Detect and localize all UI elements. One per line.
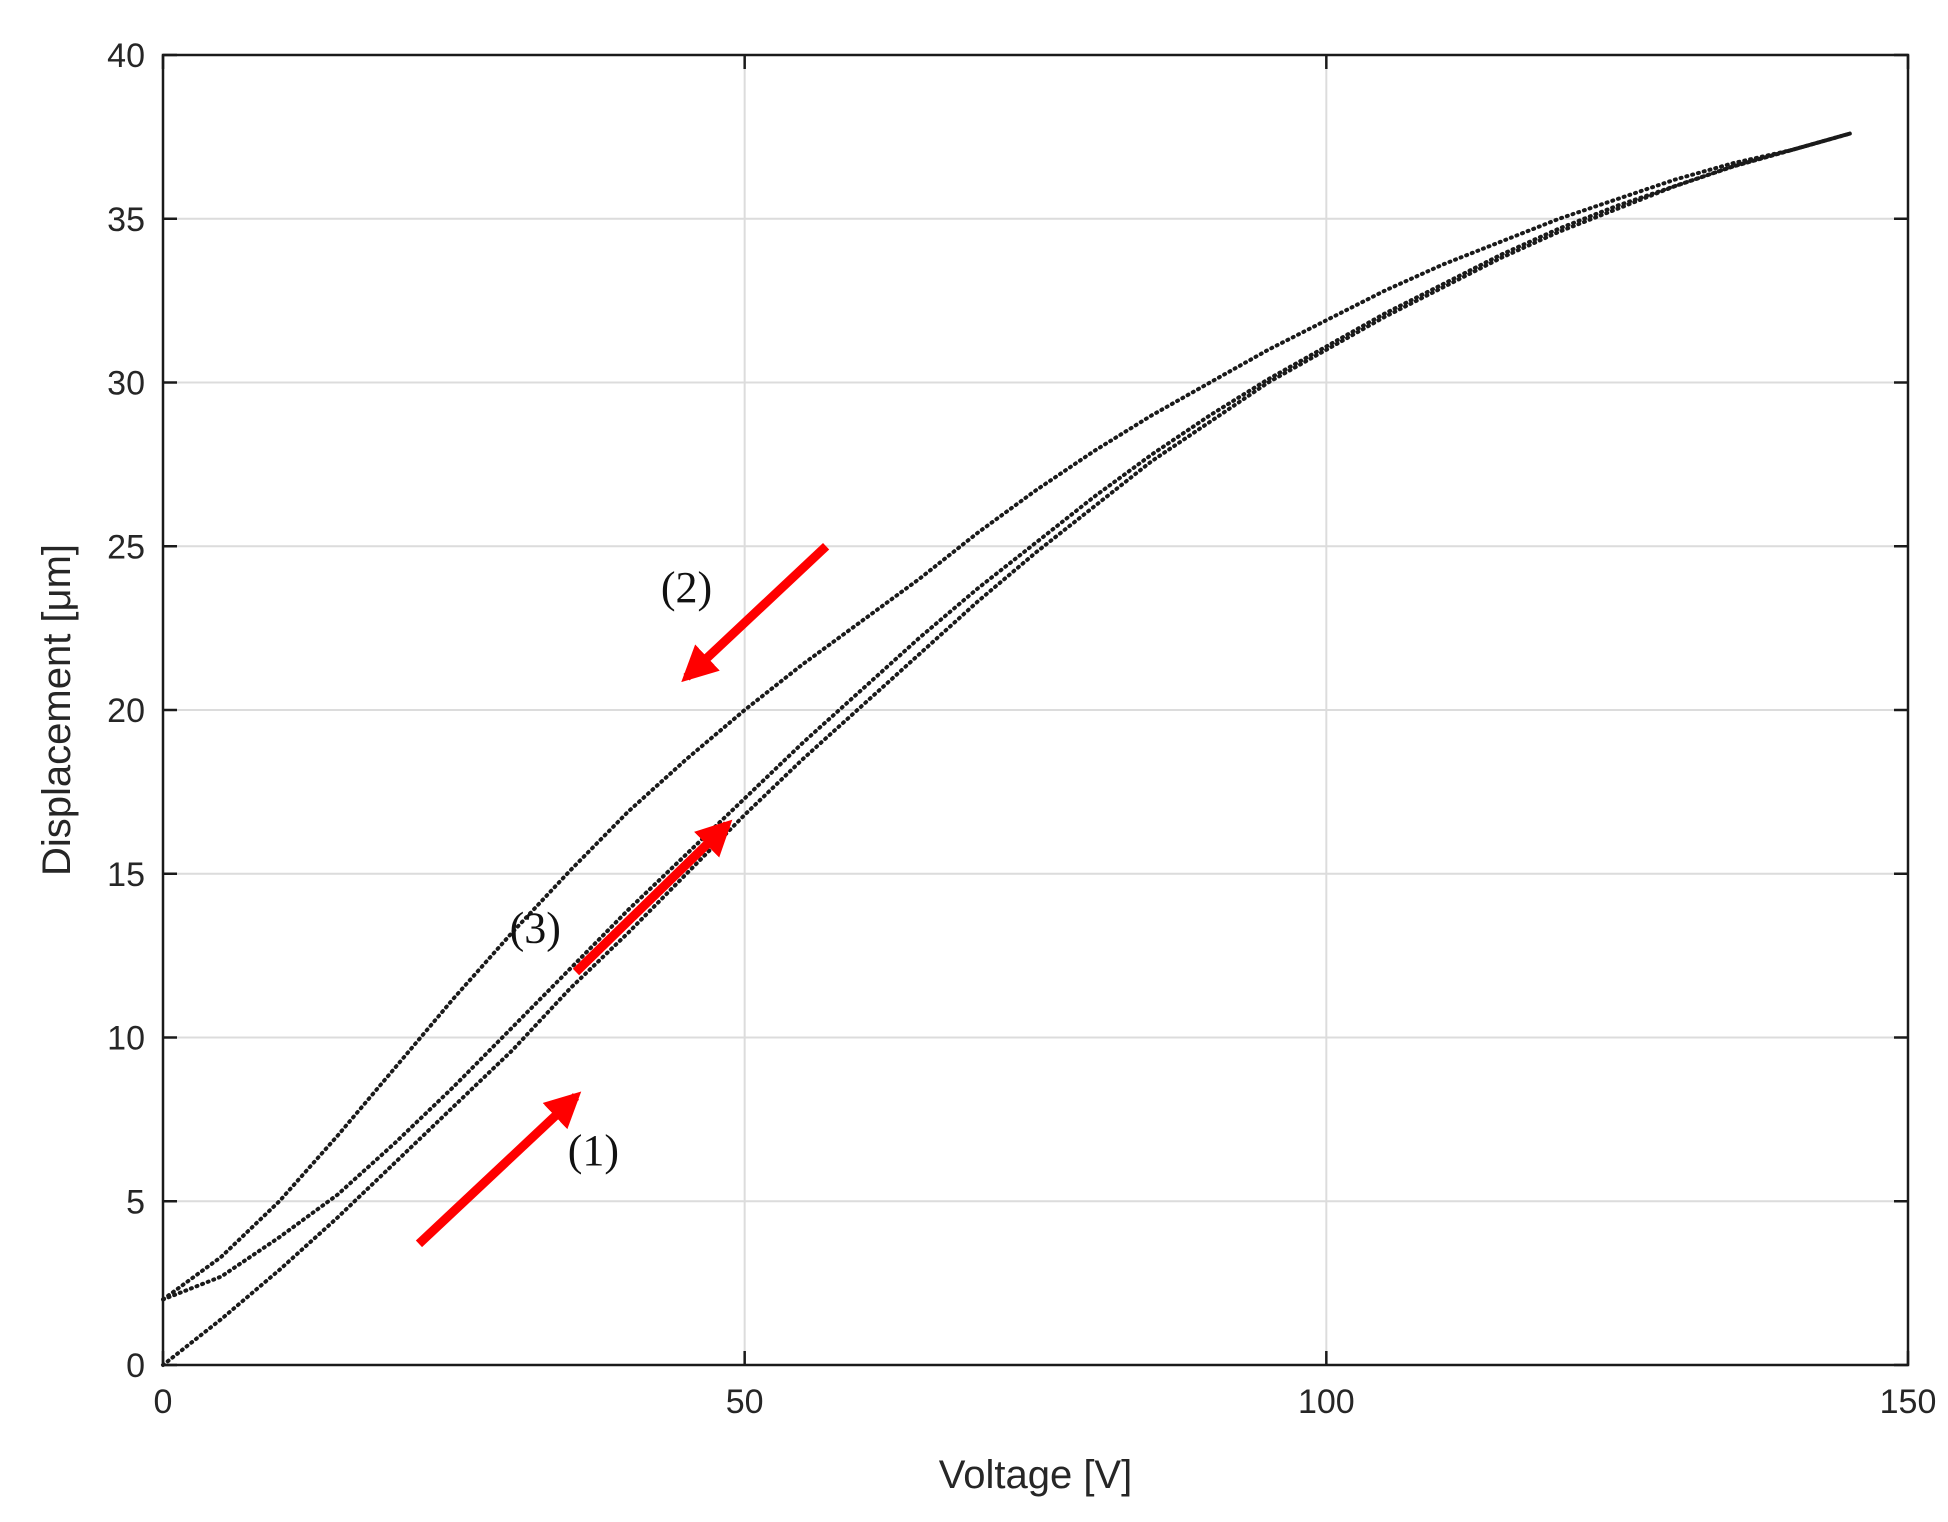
annotation-label: (2) [661,563,712,612]
y-tick-label: 40 [107,37,145,75]
grid [163,55,1908,1365]
x-tick-label: 150 [1880,1383,1937,1421]
y-tick-label: 30 [107,365,145,403]
y-tick-label: 5 [126,1183,145,1221]
x-axis-label: Voltage [V] [939,1453,1132,1497]
x-tick-label: 50 [726,1383,764,1421]
y-tick-label: 25 [107,528,145,566]
series-line-1 [161,131,1852,1367]
annotation-label: (1) [568,1126,619,1175]
y-tick-label: 0 [126,1347,145,1385]
annotation-arrow [681,542,830,683]
y-tick-label: 35 [107,201,145,239]
annotation-arrow [415,1091,582,1248]
y-tick-label: 10 [107,1020,145,1058]
x-tick-label: 100 [1298,1383,1355,1421]
x-tick-label: 0 [154,1383,173,1421]
y-tick-label: 20 [107,692,145,730]
annotations: (1) (2) (3) [415,542,830,1248]
series-line-2 [161,131,1852,1302]
axis-ticks: 0 50 100 150 0 5 10 15 20 25 30 35 40 [107,37,1936,1421]
annotation-label: (3) [510,904,561,953]
series-line-3 [161,131,1852,1302]
y-tick-label: 15 [107,856,145,894]
y-axis-label: Displacement [μm] [35,544,79,876]
data-series [161,131,1852,1367]
annotation-arrow [572,819,733,976]
